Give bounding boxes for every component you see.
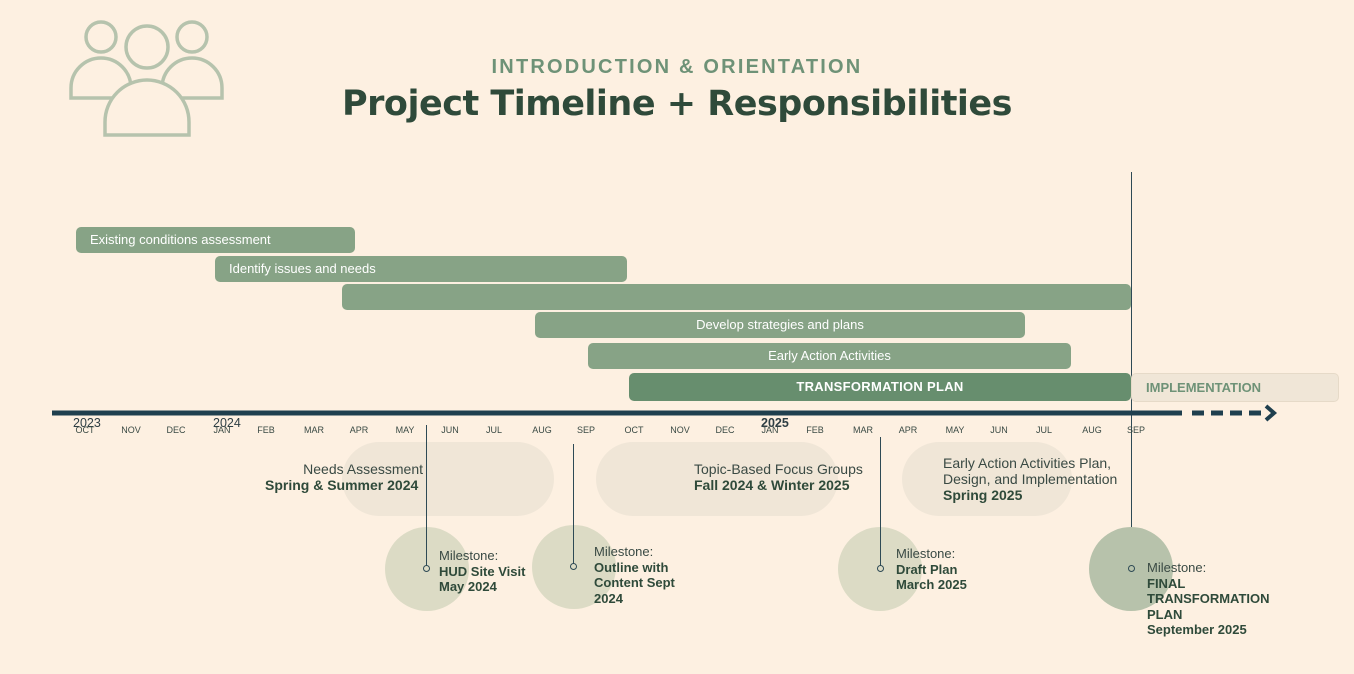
milestone-line: Draft Plan — [896, 561, 958, 577]
milestone-line: TRANSFORMATION — [1147, 591, 1270, 606]
year-label-2023: 2023 — [73, 416, 101, 430]
milestone-line: Content Sept — [594, 575, 675, 590]
month-label: MAR — [853, 425, 873, 435]
month-label: APR — [349, 425, 369, 435]
milestone-dot — [877, 565, 884, 572]
phase-dates: Fall 2024 & Winter 2025 — [694, 477, 850, 493]
task-bar-identify-issues: Identify issues and needs — [215, 256, 627, 282]
month-label: JAN — [761, 425, 779, 435]
milestone-line-draft — [880, 437, 881, 568]
month-label: MAR — [304, 425, 324, 435]
milestone-label: Milestone: — [594, 544, 654, 559]
month-label: NOV — [670, 425, 690, 435]
phase-text-needs-assessment: Needs Assessment Spring & Summer 2024 — [265, 461, 445, 493]
year-label-2024: 2024 — [213, 416, 241, 430]
month-label: JUN — [990, 425, 1008, 435]
milestone-text-final: Milestone: FINAL TRANSFORMATION PLAN Sep… — [1147, 560, 1270, 638]
month-label: DEC — [166, 425, 186, 435]
month-label: FEB — [257, 425, 275, 435]
milestone-line: May 2024 — [439, 579, 497, 594]
month-label: NOV — [121, 425, 141, 435]
phase-title-cont: Design, and Implementation — [943, 471, 1118, 487]
milestone-line: Outline with — [594, 559, 669, 575]
task-bar-unlabeled — [342, 284, 1131, 310]
phase-title: Early Action Activities Plan, — [943, 455, 1112, 471]
milestone-line: 2024 — [594, 590, 623, 606]
month-label: OCT — [75, 425, 95, 435]
month-label: JUL — [485, 425, 502, 435]
milestone-dot — [423, 565, 430, 572]
milestone-label: Milestone: — [1147, 560, 1207, 575]
milestone-line: September 2025 — [1147, 622, 1247, 637]
month-label: JAN — [213, 425, 231, 435]
milestone-line: PLAN — [1147, 606, 1183, 622]
month-label: FEB — [806, 425, 824, 435]
milestone-line-outline — [573, 444, 574, 566]
milestone-dot — [570, 563, 577, 570]
phase-dates: Spring 2025 — [943, 487, 1023, 503]
task-bar-early-action: Early Action Activities — [588, 343, 1071, 369]
milestone-dot — [1128, 565, 1135, 572]
month-label: AUG — [1082, 425, 1102, 435]
month-label: MAY — [395, 425, 415, 435]
milestone-line: HUD Site Visit — [439, 563, 526, 579]
phase-pill-needs-assessment — [342, 442, 554, 516]
milestone-line: March 2025 — [896, 577, 967, 592]
milestone-line: FINAL — [1147, 575, 1186, 591]
task-bar-implementation: IMPLEMENTATION — [1131, 373, 1339, 402]
phase-pill-early-action — [902, 442, 1072, 516]
milestone-label: Milestone: — [439, 548, 499, 563]
milestone-text-outline: Milestone: Outline with Content Sept 202… — [594, 544, 675, 606]
milestone-label: Milestone: — [896, 546, 956, 561]
milestone-text-hud: Milestone: HUD Site Visit May 2024 — [439, 548, 525, 595]
people-group-icon — [69, 20, 224, 137]
page-title: Project Timeline + Responsibilities — [342, 84, 1013, 124]
month-label: APR — [898, 425, 918, 435]
phase-pill-focus-groups — [596, 442, 838, 516]
section-subtitle: INTRODUCTION & ORIENTATION — [491, 56, 863, 78]
month-label: AUG — [532, 425, 552, 435]
milestone-text-draft: Milestone: Draft Plan March 2025 — [896, 546, 967, 593]
phase-text-early-action: Early Action Activities Plan, Design, an… — [943, 455, 1143, 503]
month-label: MAY — [945, 425, 965, 435]
phase-title: Topic-Based Focus Groups — [694, 461, 863, 477]
phase-text-focus-groups: Topic-Based Focus Groups Fall 2024 & Win… — [694, 461, 894, 493]
task-bar-develop-strategies: Develop strategies and plans — [535, 312, 1025, 338]
task-bar-existing-conditions: Existing conditions assessment — [76, 227, 355, 253]
month-label: OCT — [624, 425, 644, 435]
month-label: JUL — [1035, 425, 1052, 435]
month-label: SEP — [576, 425, 595, 435]
milestone-line-hud — [426, 425, 427, 568]
timeline-axis — [52, 404, 1278, 422]
task-bar-transformation-plan: TRANSFORMATION PLAN — [629, 373, 1131, 401]
month-label: SEP — [1126, 425, 1145, 435]
phase-dates: Spring & Summer 2024 — [265, 477, 419, 493]
month-label: JUN — [441, 425, 459, 435]
year-label-2025: 2025 — [761, 416, 789, 430]
phase-title: Needs Assessment — [303, 461, 423, 477]
month-label: DEC — [715, 425, 735, 435]
